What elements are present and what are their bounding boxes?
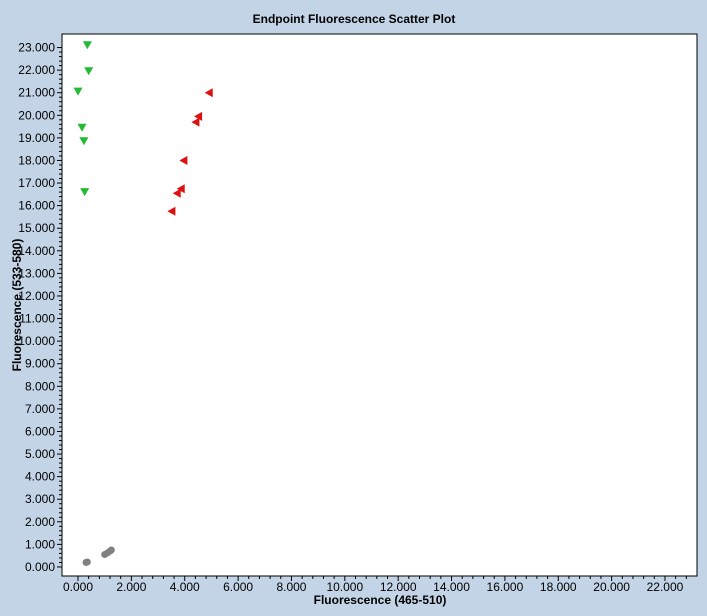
y-tick-label: 2.000 [25, 515, 55, 529]
data-point-red [191, 117, 200, 127]
data-point-red [204, 88, 213, 98]
data-points [73, 41, 213, 566]
y-tick-label: 20.000 [18, 108, 55, 122]
y-tick-label: 6.000 [25, 424, 55, 438]
data-point-green [80, 188, 90, 197]
x-tick-label: 4.000 [170, 580, 200, 594]
x-tick-label: 8.000 [276, 580, 306, 594]
data-point-green [84, 67, 94, 76]
y-tick-label: 17.000 [18, 176, 55, 190]
y-tick-label: 14.000 [18, 244, 55, 258]
data-point-green [79, 137, 89, 146]
x-tick-label: 2.000 [116, 580, 146, 594]
data-point-gray [83, 558, 91, 566]
y-tick-label: 4.000 [25, 470, 55, 484]
data-point-red [194, 111, 203, 121]
y-tick-label: 1.000 [25, 537, 55, 551]
y-tick-label: 13.000 [18, 266, 55, 280]
y-tick-label: 15.000 [18, 221, 55, 235]
data-point-green [77, 123, 87, 132]
x-tick-label: 22.000 [647, 580, 684, 594]
x-tick-label: 12.000 [380, 580, 417, 594]
data-point-green [73, 87, 83, 96]
y-tick-label: 5.000 [25, 447, 55, 461]
data-point-red [172, 188, 181, 198]
x-tick-label: 20.000 [593, 580, 630, 594]
y-tick-label: 11.000 [19, 312, 55, 326]
y-tick-label: 21.000 [18, 86, 55, 100]
x-tick-label: 16.000 [487, 580, 524, 594]
chart-title: Endpoint Fluorescence Scatter Plot [253, 12, 456, 26]
x-tick-label: 14.000 [433, 580, 470, 594]
data-point-red [176, 184, 185, 194]
data-point-gray [107, 546, 115, 554]
y-tick-label: 12.000 [18, 289, 55, 303]
x-axis: 0.000 2.000 4.000 6.000 8.000 10.000 12.000 14.… [63, 576, 687, 594]
data-point-red [179, 155, 188, 165]
plot-area [61, 33, 698, 577]
x-tick-label: 18.000 [540, 580, 577, 594]
x-axis-title: Fluorescence (465-510) [314, 593, 447, 607]
y-tick-label: 0.000 [25, 560, 55, 574]
y-tick-label: 16.000 [18, 199, 55, 213]
data-point-red [167, 206, 176, 216]
y-tick-label: 18.000 [18, 153, 55, 167]
x-tick-label: 10.000 [326, 580, 363, 594]
y-axis: 0.000 1.000 2.000 3.000 4.000 5.000 6.000 7.000… [18, 41, 62, 574]
y-tick-label: 9.000 [25, 357, 55, 371]
y-tick-label: 7.000 [25, 402, 55, 416]
y-tick-label: 22.000 [18, 63, 55, 77]
y-tick-label: 10.000 [18, 334, 55, 348]
y-axis-title: Fluorescence (533-580) [10, 239, 24, 372]
x-tick-label: 0.000 [63, 580, 93, 594]
y-tick-label: 3.000 [25, 492, 55, 506]
y-tick-label: 19.000 [18, 131, 55, 145]
y-tick-label: 8.000 [25, 379, 55, 393]
data-point-green [82, 41, 92, 50]
x-tick-label: 6.000 [223, 580, 253, 594]
y-tick-label: 23.000 [18, 41, 55, 55]
